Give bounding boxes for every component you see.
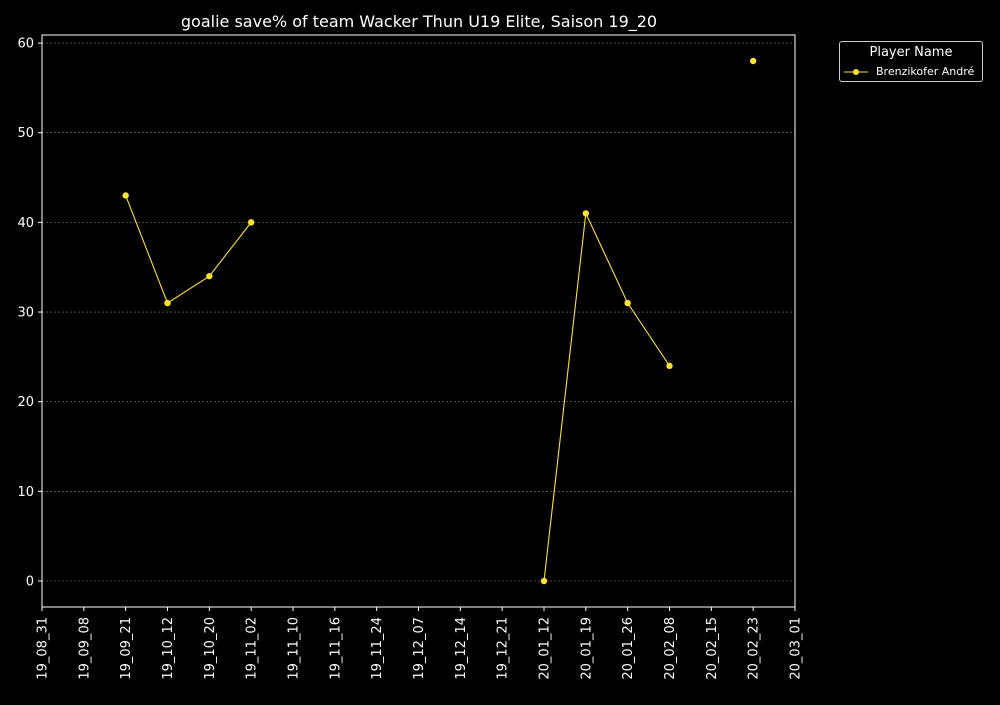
y-tick-label: 40	[17, 216, 34, 231]
y-tick-label: 0	[26, 575, 34, 590]
legend: Player Name Brenzikofer André	[839, 41, 983, 82]
legend-label: Brenzikofer André	[876, 65, 975, 78]
x-tick-label: 19_08_31	[36, 617, 51, 680]
data-point	[749, 57, 757, 65]
x-tick-label: 19_11_02	[245, 617, 260, 680]
x-tick-label: 20_01_19	[579, 617, 594, 680]
y-tick-label: 20	[17, 395, 34, 410]
x-tick-label: 20_01_12	[538, 617, 553, 680]
x-axis: 19_08_31 19_09_08 19_09_21 19_10_12 19_10_20…	[36, 607, 804, 680]
y-tick-label: 10	[17, 485, 34, 500]
legend-entry: Brenzikofer André	[844, 65, 982, 79]
x-tick-label: 19_09_08	[77, 617, 92, 680]
x-tick-label: 20_02_23	[747, 617, 762, 680]
data-point	[247, 219, 255, 226]
series-layer	[122, 57, 757, 585]
y-tick-label: 50	[17, 126, 34, 141]
data-point	[206, 272, 213, 280]
data-point	[624, 299, 631, 307]
x-tick-label: 19_11_16	[328, 617, 343, 680]
x-tick-label: 19_10_12	[161, 617, 176, 680]
data-point	[582, 210, 590, 217]
x-tick-label: 19_12_07	[412, 617, 427, 680]
x-tick-label: 19_10_20	[203, 617, 218, 680]
y-tick-label: 30	[17, 306, 34, 321]
plot-frame	[41, 34, 796, 608]
data-point	[540, 577, 548, 585]
x-tick-label: 19_12_14	[454, 617, 469, 680]
data-point	[666, 362, 673, 370]
x-tick-label: 19_11_10	[287, 617, 302, 680]
grid-lines	[42, 42, 795, 582]
legend-title: Player Name	[869, 45, 953, 60]
chart-title: goalie save% of team Wacker Thun U19 Eli…	[181, 12, 657, 32]
x-tick-label: 19_09_21	[119, 617, 134, 680]
x-tick-label: 20_02_08	[663, 617, 678, 680]
y-axis: 0 10 20 30 40 50 60	[17, 37, 42, 590]
y-tick-label: 60	[17, 37, 34, 52]
data-point	[122, 192, 129, 199]
series-line	[125, 195, 252, 304]
legend-swatch	[844, 69, 868, 75]
data-point	[164, 299, 171, 307]
x-tick-label: 19_12_21	[496, 617, 511, 680]
x-tick-label: 20_02_15	[705, 617, 720, 680]
series-line	[543, 211, 670, 582]
x-tick-label: 20_03_01	[789, 617, 804, 680]
x-tick-label: 19_11_24	[370, 617, 385, 680]
x-tick-label: 20_01_26	[621, 617, 636, 680]
